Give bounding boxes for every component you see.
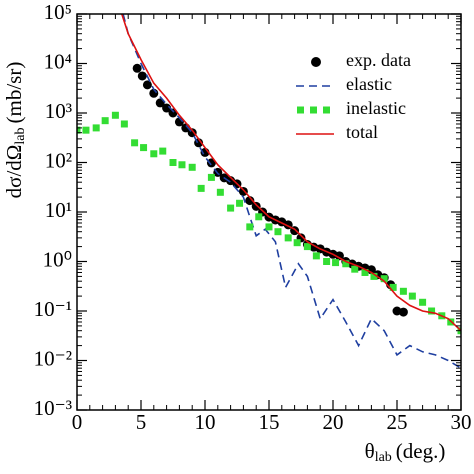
y-tick-label: 10⁰	[43, 247, 72, 271]
data-point	[274, 228, 282, 236]
y-tick-label: 10⁴	[44, 49, 72, 73]
data-point	[206, 158, 216, 168]
legend: exp. data elastic inelastic total	[296, 50, 411, 142]
data-point	[389, 283, 397, 291]
data-point	[245, 196, 255, 206]
data-point	[131, 139, 139, 147]
data-point	[303, 243, 311, 251]
data-point	[312, 252, 320, 260]
data-point	[380, 275, 388, 283]
data-point	[236, 199, 244, 207]
legend-symbol	[311, 57, 321, 67]
data-point	[265, 223, 273, 231]
data-point	[408, 292, 416, 300]
data-point	[150, 150, 158, 158]
data-point	[251, 201, 261, 211]
data-point	[92, 124, 100, 132]
x-label-subscript: lab	[375, 450, 392, 465]
data-point	[334, 251, 344, 261]
legend-label: elastic	[346, 74, 392, 94]
y-tick-label: 10⁻³	[34, 396, 72, 420]
y-tick-label: 10⁵	[44, 0, 72, 24]
x-tick-label: 10	[195, 410, 216, 434]
data-point	[162, 103, 172, 113]
y-label-symbol: dσ/dΩ	[2, 145, 26, 199]
y-axis-label: dσ/dΩlab (mb/sr)	[2, 62, 28, 199]
x-axis-label: θlab (deg.)	[365, 439, 446, 465]
data-point	[227, 204, 235, 212]
data-point	[293, 239, 301, 247]
x-tick-label: 15	[259, 410, 280, 434]
legend-symbol	[297, 106, 304, 114]
data-point	[197, 184, 205, 192]
data-point	[398, 307, 408, 317]
data-point	[159, 147, 167, 155]
data-point	[77, 126, 81, 134]
data-point	[370, 272, 378, 280]
data-point	[188, 163, 196, 171]
data-point	[169, 159, 177, 166]
data-point	[120, 120, 128, 128]
data-point	[284, 234, 292, 242]
y-tick-label: 10²	[45, 148, 72, 172]
x-tick-label: 0	[72, 410, 83, 434]
data-point	[178, 161, 186, 169]
data-point	[216, 188, 224, 196]
y-tick-label: 10⁻²	[34, 346, 72, 370]
x-tick-label: 30	[451, 410, 472, 434]
x-label-symbol: θ	[365, 439, 375, 463]
data-point	[255, 213, 263, 221]
data-point	[361, 268, 369, 276]
data-point	[142, 80, 152, 90]
x-tick-label: 5	[136, 410, 147, 434]
data-point	[399, 287, 407, 295]
y-label-subscript: lab	[13, 127, 28, 144]
data-point	[137, 71, 147, 81]
data-point	[82, 126, 90, 134]
data-point	[246, 223, 254, 231]
data-point	[323, 258, 331, 265]
data-point	[207, 173, 215, 181]
data-point	[351, 265, 359, 273]
data-point	[101, 117, 109, 125]
data-point	[332, 259, 340, 267]
data-point	[419, 298, 427, 306]
data-point	[140, 144, 148, 152]
legend-label: exp. data	[346, 50, 411, 70]
data-point	[132, 63, 142, 73]
legend-symbol	[310, 106, 317, 114]
legend-label: total	[346, 122, 378, 142]
x-tick-label: 20	[323, 410, 344, 434]
series-line	[122, 14, 461, 369]
legend-symbol	[323, 106, 330, 114]
plot-frame	[76, 13, 462, 411]
y-tick-label: 10⁻¹	[34, 297, 72, 321]
data-point	[428, 307, 436, 315]
series-line	[121, 14, 461, 332]
data-point	[111, 111, 119, 119]
legend-label: inelastic	[346, 98, 406, 118]
plot-area	[77, 14, 461, 369]
y-label-unit: (mb/sr)	[2, 62, 26, 124]
x-tick-label: 25	[387, 410, 408, 434]
data-point	[342, 260, 350, 268]
y-tick-label: 10¹	[45, 198, 72, 222]
x-label-unit: (deg.)	[396, 439, 446, 463]
y-tick-label: 10³	[45, 99, 72, 123]
